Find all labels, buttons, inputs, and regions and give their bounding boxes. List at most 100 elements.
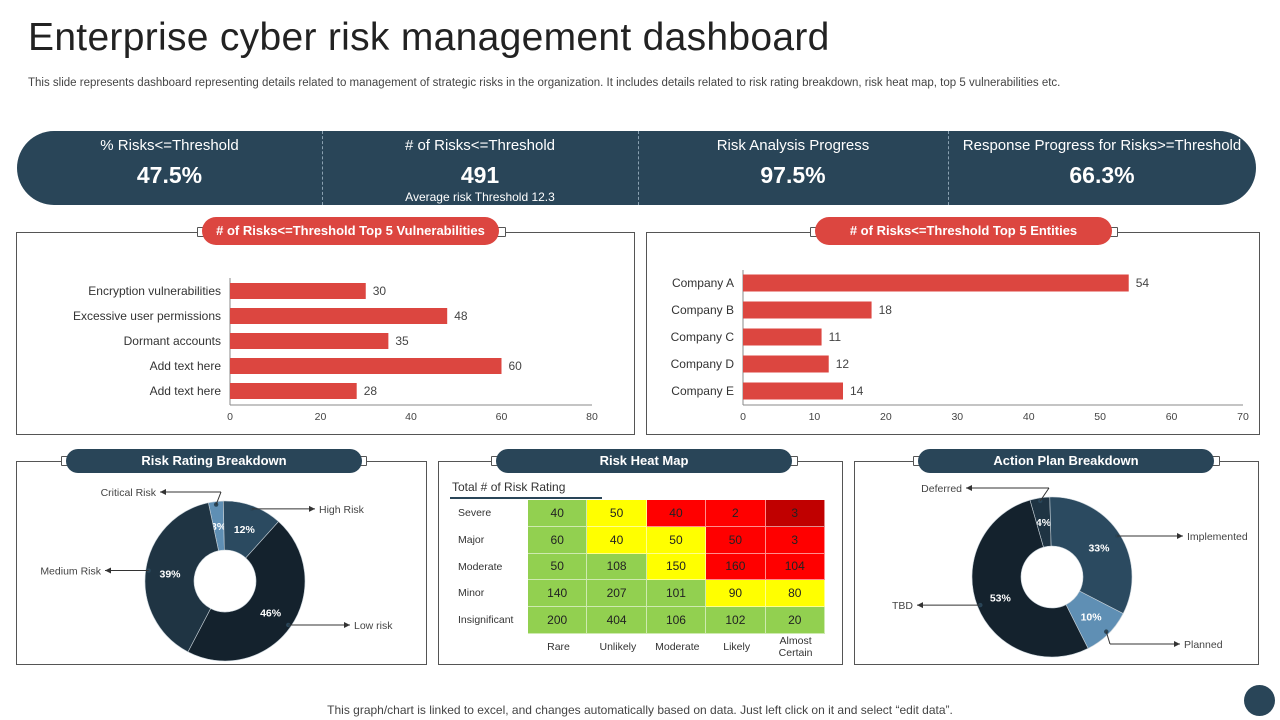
leader-line xyxy=(1105,631,1111,645)
donut-slice xyxy=(144,502,219,653)
percent-label: 39% xyxy=(160,568,182,580)
tick-label: 40 xyxy=(405,411,417,423)
footer-note: This graph/chart is linked to excel, and… xyxy=(327,703,953,717)
percent-label: 33% xyxy=(1088,542,1110,554)
bar xyxy=(230,333,389,349)
percent-label: 3% xyxy=(211,521,227,533)
vulnerabilities-title: # of Risks<=Threshold Top 5 Vulnerabilit… xyxy=(202,217,499,245)
heat-map-cell: 50 xyxy=(528,553,588,581)
heat-map-cell: 108 xyxy=(587,553,647,581)
slice-label: Deferred xyxy=(921,483,962,495)
category-label: Encryption vulnerabilities xyxy=(88,284,221,298)
data-label: 11 xyxy=(829,330,842,344)
page-title: Enterprise cyber risk management dashboa… xyxy=(28,16,830,59)
percent-label: 46% xyxy=(260,608,282,620)
bar xyxy=(743,382,843,400)
tick-label: 30 xyxy=(951,411,963,423)
leader-arrowhead xyxy=(105,567,111,574)
data-label: 14 xyxy=(850,384,864,398)
heat-map-cell: 200 xyxy=(528,607,588,634)
kpi-value: 66.3% xyxy=(1069,162,1135,188)
heat-map-cell: 40 xyxy=(646,500,707,527)
data-label: 54 xyxy=(1136,276,1150,290)
data-label: 48 xyxy=(454,309,468,323)
data-label: 18 xyxy=(879,303,893,317)
tick-label: 0 xyxy=(740,411,746,423)
percent-label: 12% xyxy=(234,524,256,536)
category-label: Add text here xyxy=(150,384,222,398)
slice-label: Low risk xyxy=(354,620,393,632)
category-label: Dormant accounts xyxy=(124,334,221,348)
kpi-response-progress: Response Progress for Risks>=Threshold 6… xyxy=(948,131,1256,205)
heat-map-cell: 60 xyxy=(528,526,588,554)
corner-badge xyxy=(1244,685,1275,716)
heat-map-cell: 150 xyxy=(646,553,707,581)
kpi-label: % Risks<=Threshold xyxy=(100,137,239,154)
heat-map-cell: 104 xyxy=(765,553,825,581)
entities-title: # of Risks<=Threshold Top 5 Entities xyxy=(815,217,1112,245)
tick-label: 0 xyxy=(227,411,233,423)
kpi-analysis-progress: Risk Analysis Progress 97.5% xyxy=(638,131,948,205)
kpi-value: 47.5% xyxy=(136,162,203,188)
heat-map-cell: 102 xyxy=(706,607,766,634)
heat-map-row-label: Insignificant xyxy=(458,614,514,627)
bar xyxy=(230,283,366,299)
heat-map-cell: 207 xyxy=(587,580,647,608)
heat-map-cell: 50 xyxy=(646,526,707,554)
tick-label: 20 xyxy=(880,411,892,423)
leader-arrowhead xyxy=(344,621,350,628)
heat-map-col-label: Likely xyxy=(723,641,751,653)
slice-label: Implemented xyxy=(1187,531,1248,543)
page-subtitle: This slide represents dashboard represen… xyxy=(28,77,1061,89)
category-label: Company A xyxy=(672,276,734,290)
bar xyxy=(743,274,1129,292)
leader-arrowhead xyxy=(1177,532,1183,539)
heat-map-cell: 101 xyxy=(646,580,707,608)
data-label: 30 xyxy=(373,284,387,298)
heat-map-cell: 3 xyxy=(765,500,825,527)
tick-label: 70 xyxy=(1237,411,1249,423)
donut-slice xyxy=(1049,496,1133,614)
leader-arrowhead xyxy=(160,489,166,495)
heat-map-cell: 40 xyxy=(528,500,588,527)
leader-line xyxy=(215,491,222,505)
heat-map-cell: 106 xyxy=(646,607,707,634)
heat-map-legend-title: Total # of Risk Rating xyxy=(452,480,566,494)
leader-arrowhead xyxy=(917,602,923,609)
category-label: Add text here xyxy=(150,359,222,373)
category-label: Company D xyxy=(671,357,735,371)
kpi-risks-percent: % Risks<=Threshold 47.5% xyxy=(17,131,322,205)
tick-label: 20 xyxy=(315,411,327,423)
donut-slice xyxy=(187,521,306,662)
heat-map-col-label: Unlikely xyxy=(599,641,637,653)
slice-label: High Risk xyxy=(319,504,365,516)
donut-slice xyxy=(971,499,1089,658)
category-label: Excessive user permissions xyxy=(73,309,221,323)
leader-arrowhead xyxy=(1174,641,1180,647)
data-label: 28 xyxy=(364,384,378,398)
heat-map-cell: 50 xyxy=(706,526,766,554)
kpi-divider xyxy=(948,131,949,205)
tick-label: 10 xyxy=(809,411,821,423)
legend-underline xyxy=(450,497,602,499)
heat-map-cell: 3 xyxy=(765,526,825,554)
heat-map-col-label: Almost Certain xyxy=(778,635,813,659)
risk-rating-title: Risk Rating Breakdown xyxy=(66,449,362,473)
heat-map-row-label: Major xyxy=(458,533,485,546)
bar xyxy=(743,301,872,319)
tick-label: 50 xyxy=(1094,411,1106,423)
kpi-divider xyxy=(638,131,639,205)
data-label: 35 xyxy=(395,334,409,348)
tick-label: 60 xyxy=(496,411,508,423)
kpi-label: Response Progress for Risks>=Threshold xyxy=(962,137,1242,154)
bar xyxy=(743,328,822,346)
data-label: 12 xyxy=(836,357,850,371)
heat-map-cell: 90 xyxy=(706,580,766,608)
slice-label: Planned xyxy=(1184,639,1223,651)
leader-arrowhead xyxy=(309,505,315,512)
leader-line xyxy=(1039,487,1050,502)
leader-dot xyxy=(286,622,291,628)
kpi-band: % Risks<=Threshold 47.5% # of Risks<=Thr… xyxy=(17,131,1256,205)
heat-map-row-label: Severe xyxy=(458,507,492,519)
heat-map-cell: 50 xyxy=(587,500,647,527)
